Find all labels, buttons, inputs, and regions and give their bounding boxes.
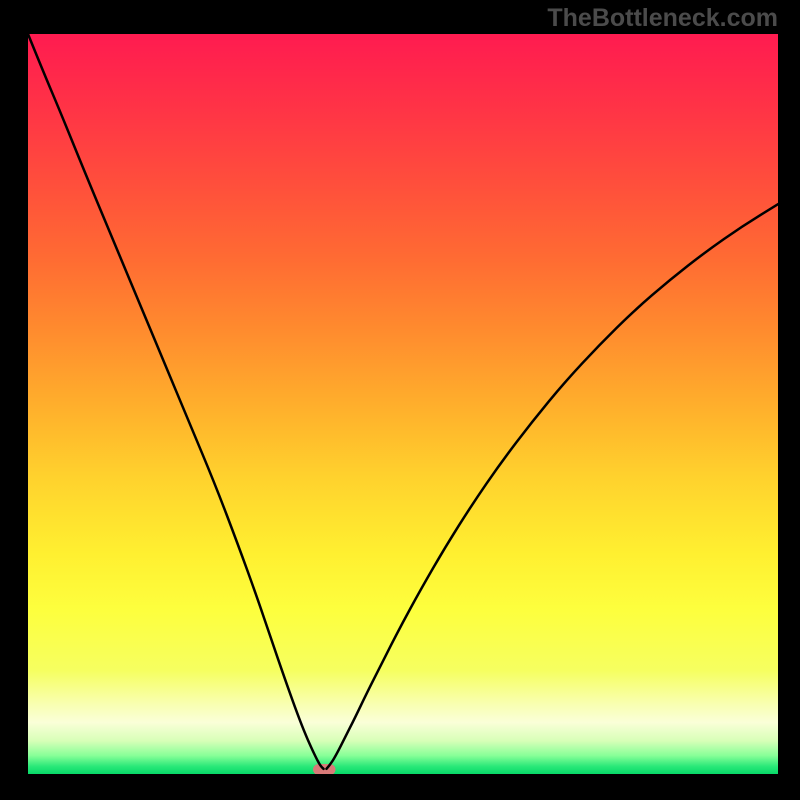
plot-area [28,34,778,774]
gradient-background [28,34,778,774]
chart-container: TheBottleneck.com [0,0,800,800]
frame-left [0,0,28,800]
frame-right [778,0,800,800]
frame-bottom [0,774,800,800]
bottleneck-chart [28,34,778,774]
watermark-text: TheBottleneck.com [547,4,778,33]
